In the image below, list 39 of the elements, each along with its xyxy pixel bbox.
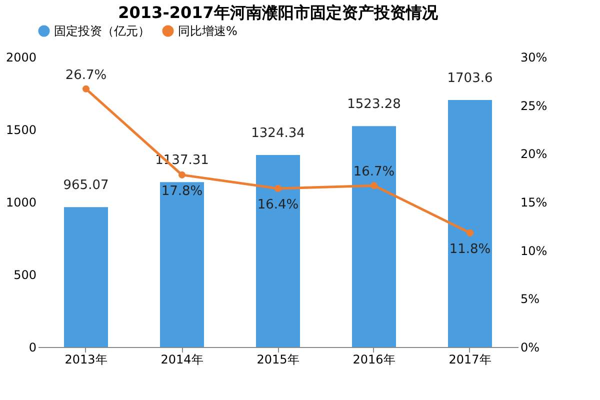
text: 1523.28 — [347, 97, 401, 112]
point — [178, 171, 186, 178]
y-tick-label: 2000 — [6, 50, 36, 64]
point — [82, 85, 90, 92]
point — [274, 184, 282, 192]
text: 16.4% — [257, 197, 299, 212]
text: 1703.6 — [447, 70, 493, 86]
legend-label: 固定投资（亿元） — [54, 24, 150, 38]
point — [466, 229, 474, 236]
y2-tick-label: 5% — [520, 292, 540, 306]
y-tick-label: 1500 — [6, 123, 36, 137]
y-tick-label: 1000 — [6, 196, 36, 210]
chart-title: 2013-2017年河南濮阳市固定资产投资情况 — [118, 3, 439, 22]
legend-label: 同比增速% — [178, 24, 238, 38]
text: 11.8% — [449, 242, 491, 257]
y2-tick-label: 0% — [520, 340, 540, 354]
bar — [256, 154, 300, 347]
y2-tick-label: 25% — [520, 98, 548, 113]
text: 965.07 — [63, 178, 109, 194]
y2-tick-label: 10% — [520, 244, 548, 258]
bar — [448, 100, 492, 347]
x-tick-label: 2014年 — [160, 352, 204, 366]
text: 26.7% — [65, 68, 107, 83]
bar — [352, 126, 396, 347]
x-tick-label: 2013年 — [64, 352, 108, 366]
bar — [160, 182, 204, 347]
x-tick-label: 2017年 — [448, 352, 492, 366]
x-tick-label: 2016年 — [352, 352, 396, 366]
y-tick-label: 0 — [28, 340, 36, 354]
y2-tick-label: 20% — [520, 147, 548, 162]
point — [370, 182, 378, 190]
y2-tick-label: 15% — [520, 196, 548, 210]
y-tick-label: 500 — [14, 268, 36, 282]
bar — [64, 207, 108, 347]
text: 16.7% — [353, 164, 395, 180]
text: 17.8% — [161, 184, 203, 199]
x-tick-label: 2015年 — [256, 352, 300, 366]
text: 1324.34 — [251, 126, 305, 141]
y2-tick-label: 30% — [520, 50, 548, 64]
